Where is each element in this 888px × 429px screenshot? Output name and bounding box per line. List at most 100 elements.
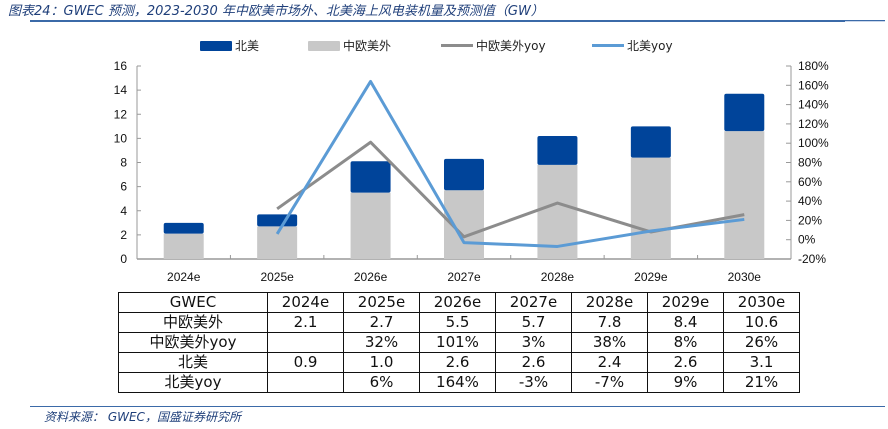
legend-label: 中欧美外 (343, 39, 392, 53)
legend-swatch-non-cn-eu-us-yoy (441, 44, 473, 47)
table-cell: 2.1 (267, 312, 344, 333)
table-cell: 2030e (723, 292, 800, 313)
legend-item-non-cn-eu-us-yoy: 中欧美外yoy (441, 37, 546, 54)
bar-non-cn-eu-us (724, 131, 765, 259)
right-tick-label: 0% (798, 233, 816, 247)
table-cell (267, 372, 344, 393)
bar-north-america (724, 93, 765, 132)
left-tick-label: 2 (120, 228, 127, 242)
left-tick-label: 8 (120, 156, 127, 170)
bar-non-cn-eu-us (350, 192, 391, 259)
table-cell: 9% (647, 372, 724, 393)
table-row: 中欧美外yoy 32% 101% 3% 38% 8% 26% (118, 332, 800, 353)
table-cell: 2026e (419, 292, 496, 313)
right-tick-label: 80% (798, 156, 822, 170)
x-tick-label: 2025e (260, 270, 294, 284)
table-cell: 5.5 (419, 312, 496, 333)
top-divider-accent (845, 21, 885, 22)
bar-north-america (257, 214, 298, 227)
table-cell: 7.8 (571, 312, 648, 333)
bar-north-america (630, 126, 671, 158)
x-tick-label: 2024e (167, 270, 201, 284)
table-cell: 8.4 (647, 312, 724, 333)
legend-swatch-north-america-yoy (592, 44, 624, 47)
figure-title: 图表24：GWEC 预测，2023-2030 年中欧美市场外、北美海上风电装机量… (8, 4, 544, 19)
right-tick-label: 20% (798, 213, 822, 227)
table-cell: 2.4 (571, 352, 648, 373)
right-tick-label: 60% (798, 175, 822, 189)
table-row: 北美yoy 6% 164% -3% -7% 9% 21% (118, 372, 800, 393)
x-tick-label: 2029e (634, 270, 668, 284)
legend-swatch-non-cn-eu-us (308, 40, 340, 51)
table-cell: 2027e (495, 292, 572, 313)
table-cell: -7% (571, 372, 648, 393)
table-cell: 6% (343, 372, 420, 393)
table-cell: 3.1 (723, 352, 800, 373)
left-tick-label: 16 (114, 59, 128, 73)
legend-label: 北美 (235, 39, 260, 53)
source-note: 资料来源： GWEC，国盛证券研究所 (44, 410, 241, 424)
table-cell: -3% (495, 372, 572, 393)
table-cell: 5.7 (495, 312, 572, 333)
legend-swatch-north-america (200, 40, 232, 51)
legend-item-north-america: 北美 (200, 37, 259, 54)
right-tick-label: 100% (798, 136, 829, 150)
tick-labels: 0 2 4 6 8 10 12 14 16 -20% 0% 20% 40% 60% 80% 100% 120% 1… (114, 59, 829, 284)
bar-north-america (163, 222, 204, 234)
chart-legend: 北美 中欧美外 中欧美外yoy 北美yoy (0, 37, 888, 55)
table-cell: 0.9 (267, 352, 344, 373)
table-cell: 2028e (571, 292, 648, 313)
row-header-cell: GWEC (118, 292, 268, 313)
bottom-divider (30, 406, 885, 407)
left-tick-label: 14 (114, 83, 128, 97)
table-row: 北美 0.9 1.0 2.6 2.6 2.4 2.6 3.1 (118, 352, 800, 373)
table-cell: 2.6 (495, 352, 572, 373)
right-tick-label: 180% (798, 59, 829, 73)
table-cell: 3% (495, 332, 572, 353)
table-cell: 8% (647, 332, 724, 353)
table-cell (267, 332, 344, 353)
line-non-cn-eu-us-yoy (276, 140, 745, 239)
table-cell: 2024e (267, 292, 344, 313)
table-header-row: GWEC 2024e 2025e 2026e 2027e 2028e 2029e 2030e (118, 292, 800, 313)
legend-item-non-cn-eu-us: 中欧美外 (308, 37, 391, 54)
x-tick-label: 2027e (447, 270, 481, 284)
bars (163, 93, 765, 259)
x-tick-label: 2026e (354, 270, 388, 284)
left-tick-label: 12 (114, 107, 128, 121)
bar-non-cn-eu-us (163, 233, 204, 259)
line-north-america-yoy (275, 79, 745, 248)
bar-north-america (537, 135, 578, 165)
x-tick-label: 2028e (541, 270, 575, 284)
legend-item-north-america-yoy: 北美yoy (592, 37, 673, 54)
right-tick-label: 40% (798, 194, 822, 208)
right-tick-label: -20% (798, 252, 826, 266)
table-cell: 21% (723, 372, 800, 393)
top-divider (30, 20, 885, 22)
row-header-cell: 北美 (118, 352, 268, 373)
left-tick-label: 6 (120, 180, 127, 194)
lines (275, 79, 745, 248)
right-tick-label: 120% (798, 117, 829, 131)
row-header-cell: 中欧美外 (118, 312, 268, 333)
table-cell: 26% (723, 332, 800, 353)
x-tick-label: 2030e (728, 270, 762, 284)
left-tick-label: 4 (120, 204, 127, 218)
table-cell: 2025e (343, 292, 420, 313)
bar-north-america (350, 161, 391, 193)
legend-label: 中欧美外yoy (476, 39, 546, 53)
table-cell: 2.6 (647, 352, 724, 373)
table-cell: 101% (419, 332, 496, 353)
table-cell: 10.6 (723, 312, 800, 333)
legend-label: 北美yoy (627, 39, 673, 53)
table-cell: 38% (571, 332, 648, 353)
table-cell: 2029e (647, 292, 724, 313)
table-cell: 2.7 (343, 312, 420, 333)
bar-north-america (444, 158, 484, 191)
combo-chart: 0 2 4 6 8 10 12 14 16 -20% 0% 20% 40% 60% 80% 100% 120% 1… (114, 59, 829, 284)
left-tick-label: 0 (120, 252, 127, 266)
left-tick-label: 10 (114, 131, 128, 145)
bar-non-cn-eu-us (630, 157, 671, 259)
right-tick-label: 140% (798, 98, 829, 112)
data-table: GWEC 2024e 2025e 2026e 2027e 2028e 2029e 2030e 中… (118, 292, 800, 393)
